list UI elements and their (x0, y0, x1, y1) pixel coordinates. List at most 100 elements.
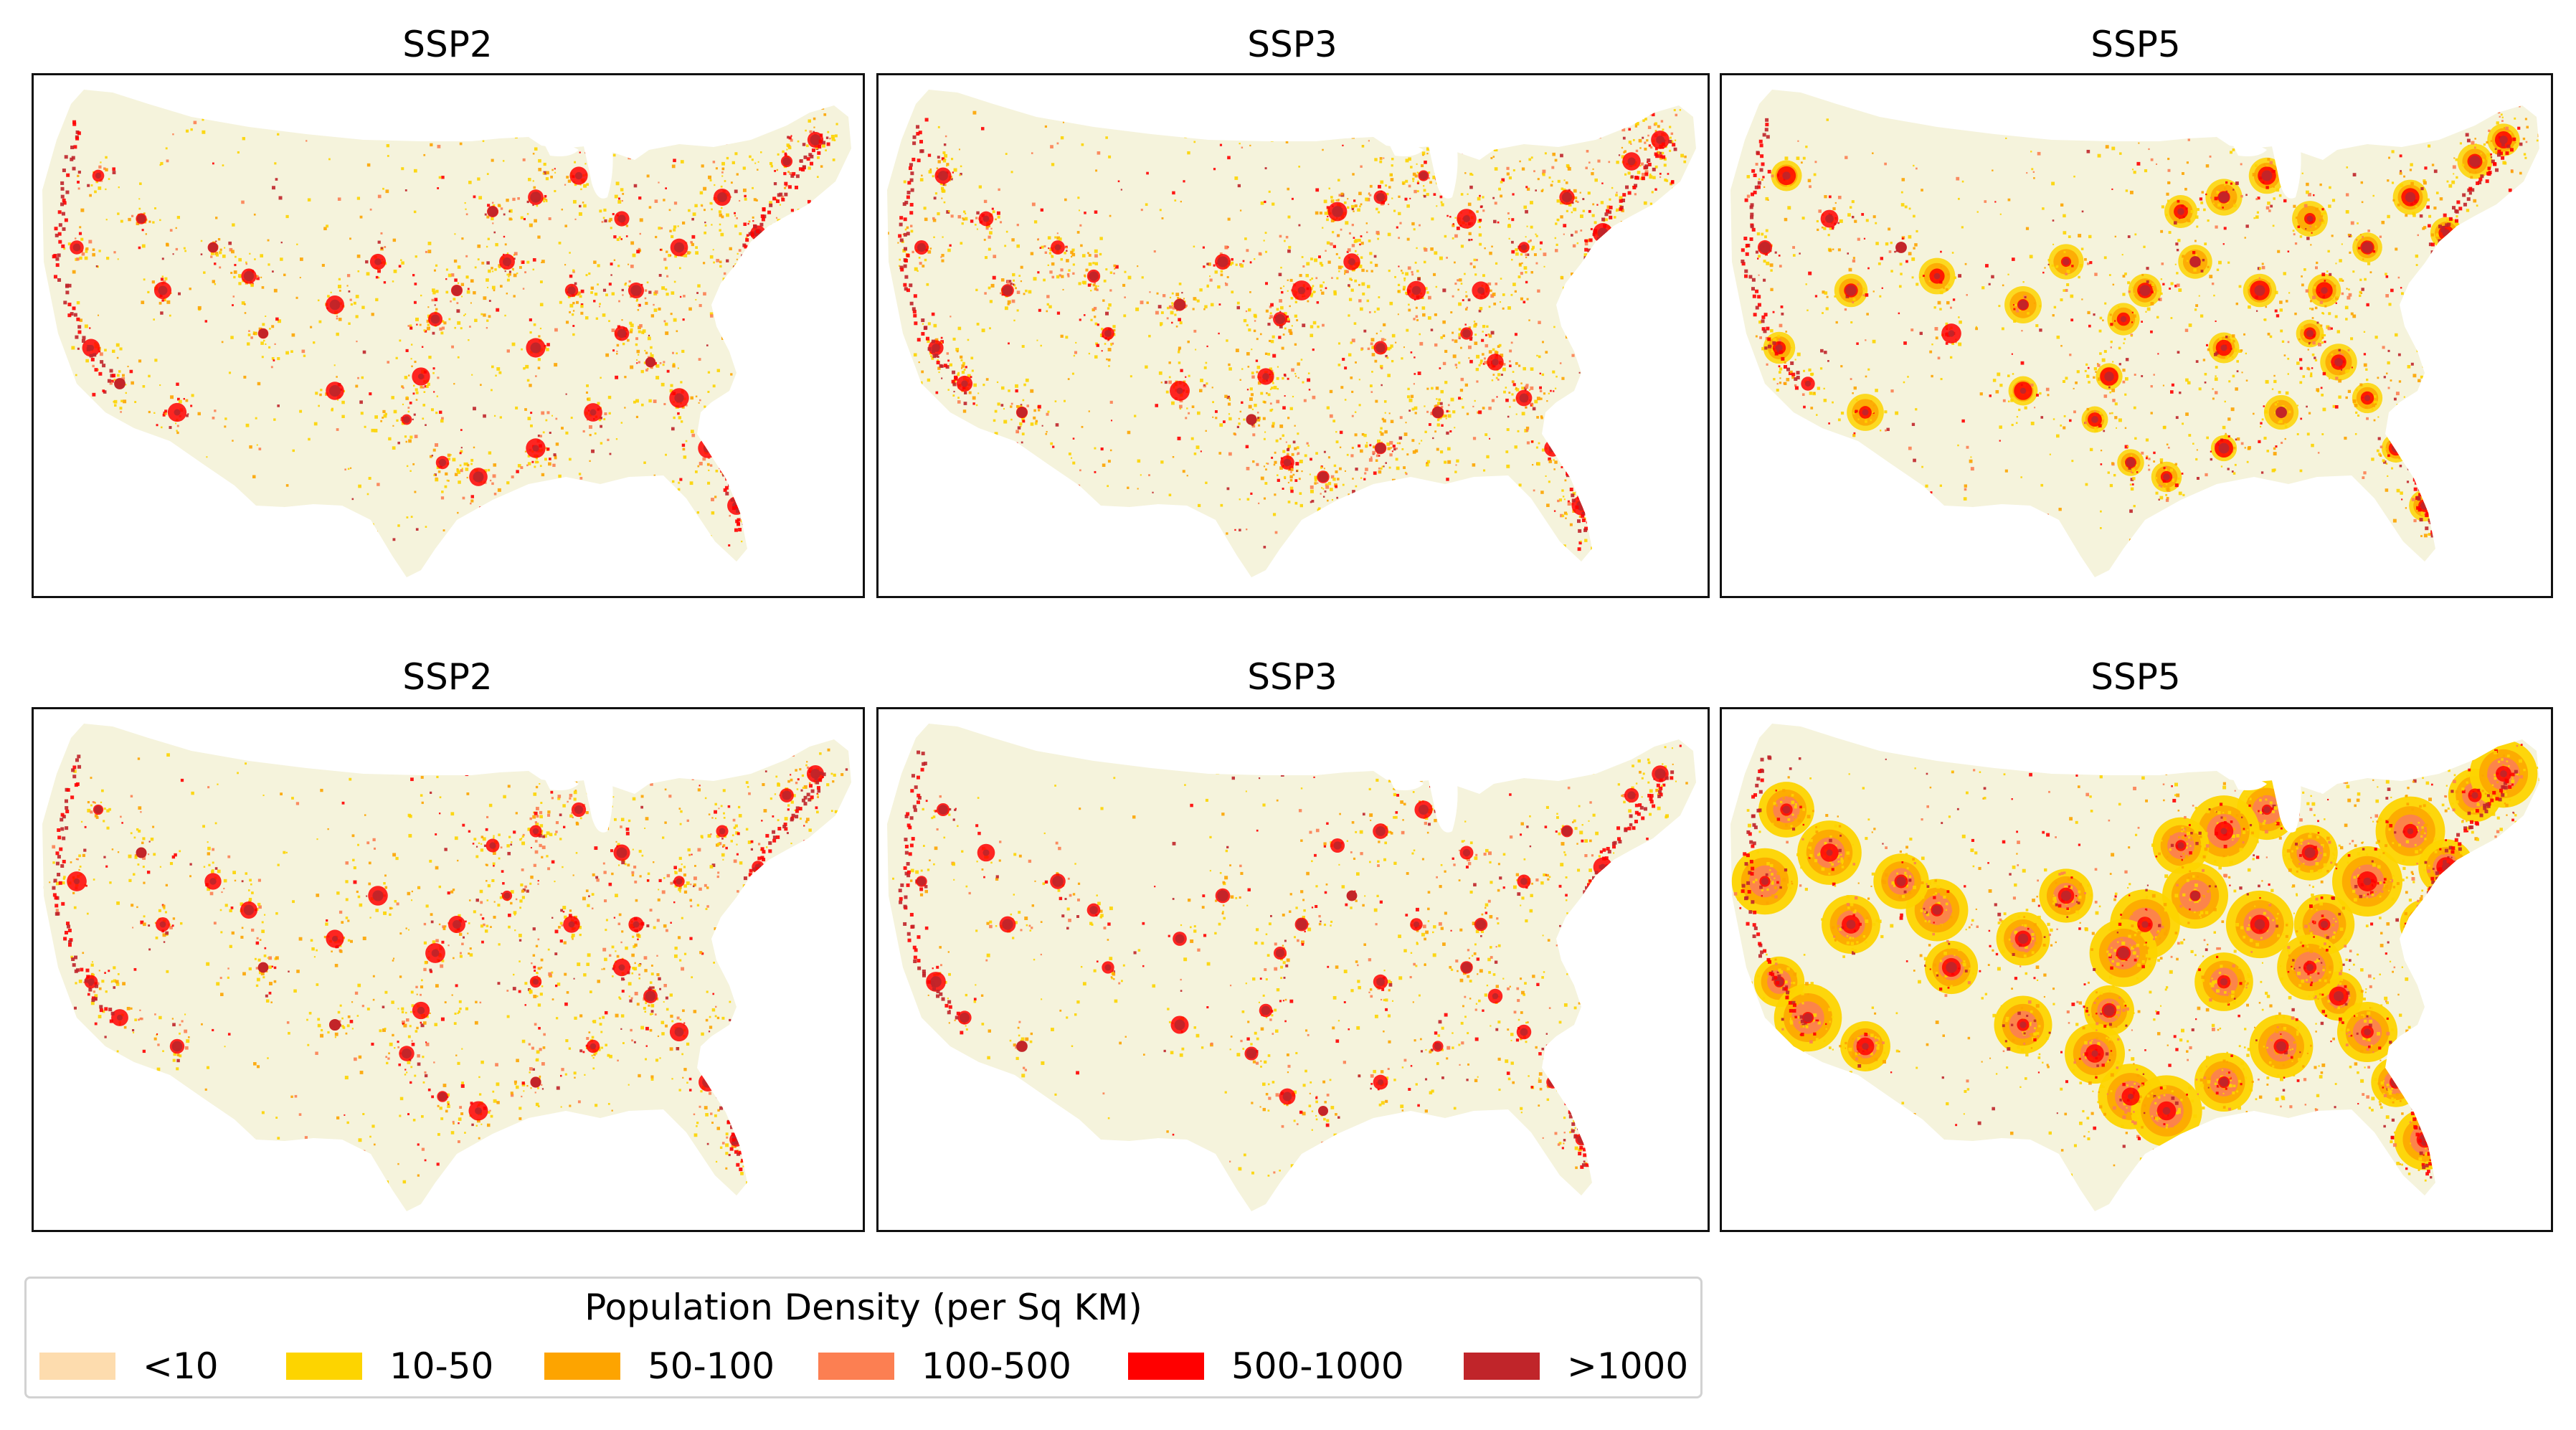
density-speck (1330, 475, 1335, 479)
density-speck (295, 296, 298, 299)
density-speck (1314, 258, 1318, 262)
density-speck (423, 329, 426, 332)
density-speck (976, 211, 980, 215)
density-speck (1521, 167, 1525, 171)
density-speck (1598, 242, 1600, 245)
density-speck (1621, 338, 1624, 341)
density-speck (755, 239, 759, 243)
density-speck (1630, 143, 1632, 145)
density-speck (491, 267, 493, 270)
density-speck (1299, 460, 1303, 463)
density-speck (1511, 250, 1515, 254)
density-speck (698, 402, 700, 404)
density-speck (444, 485, 448, 488)
density-speck (1553, 510, 1556, 512)
density-speck (232, 223, 235, 227)
density-speck (1428, 295, 1431, 300)
density-speck (810, 293, 813, 295)
density-speck (1193, 141, 1196, 143)
density-speck (521, 260, 525, 265)
density-speck (460, 429, 463, 431)
density-speck (682, 318, 685, 321)
density-speck (610, 227, 612, 229)
density-speck (1171, 292, 1174, 295)
density-speck (1394, 275, 1396, 278)
city-core-dense (674, 393, 684, 403)
density-speck (1079, 469, 1081, 472)
density-speck (1435, 387, 1439, 390)
density-speck (1585, 361, 1588, 364)
density-speck (1502, 367, 1506, 371)
density-speck (1560, 153, 1563, 158)
density-speck (494, 268, 497, 271)
density-speck (683, 295, 686, 298)
density-speck (1067, 275, 1070, 278)
density-speck (1436, 205, 1438, 207)
density-speck (1298, 224, 1301, 227)
density-speck (454, 326, 457, 329)
density-speck (1011, 299, 1015, 303)
density-speck (660, 227, 663, 229)
density-speck (1155, 311, 1159, 315)
density-speck (1264, 401, 1266, 404)
density-speck (1056, 236, 1061, 240)
density-speck (1579, 296, 1583, 300)
density-speck (524, 408, 527, 411)
density-speck (1455, 464, 1457, 466)
density-speck (1106, 358, 1108, 361)
density-speck (639, 324, 643, 328)
density-speck (105, 219, 108, 221)
density-speck (534, 460, 538, 464)
density-speck (617, 197, 620, 200)
density-speck (717, 548, 720, 551)
density-speck (1279, 325, 1283, 328)
density-speck (830, 134, 835, 138)
density-speck (1452, 354, 1457, 359)
density-speck (1096, 344, 1099, 347)
density-speck (1454, 427, 1456, 429)
coastal-belt-speck (724, 458, 728, 462)
density-speck (1604, 431, 1606, 434)
density-speck (1225, 283, 1228, 286)
density-speck (1398, 542, 1401, 545)
density-speck (1652, 420, 1656, 424)
density-speck (1348, 314, 1350, 317)
density-speck (1548, 531, 1551, 534)
density-speck (412, 274, 415, 277)
density-speck (338, 290, 341, 292)
coastal-belt-speck (94, 368, 98, 372)
density-speck (406, 396, 408, 399)
density-speck (680, 381, 683, 384)
density-speck (480, 313, 483, 316)
density-speck (1075, 341, 1077, 344)
density-speck (119, 347, 123, 351)
density-speck (511, 342, 516, 346)
density-speck (214, 409, 217, 412)
density-speck (387, 361, 390, 364)
density-speck (98, 186, 102, 190)
density-speck (1484, 433, 1488, 437)
density-speck (203, 271, 206, 274)
density-speck (1025, 289, 1028, 293)
density-speck (104, 349, 107, 352)
density-speck (749, 261, 752, 264)
coastal-belt-speck (709, 441, 714, 445)
density-speck (464, 313, 466, 316)
density-speck (1674, 139, 1677, 141)
density-speck (542, 172, 545, 175)
density-speck (1396, 466, 1400, 470)
density-speck (1251, 371, 1254, 375)
density-speck (542, 431, 545, 434)
density-speck (138, 359, 142, 363)
density-speck (965, 366, 967, 369)
density-speck (1157, 305, 1162, 309)
density-speck (1630, 538, 1632, 541)
density-speck (1591, 172, 1594, 176)
density-speck (202, 118, 204, 121)
density-speck (252, 475, 256, 479)
density-speck (245, 261, 247, 264)
density-speck (1377, 237, 1379, 240)
density-speck (1611, 186, 1614, 189)
coastal-belt-speck (62, 198, 66, 202)
density-speck (1020, 265, 1023, 269)
